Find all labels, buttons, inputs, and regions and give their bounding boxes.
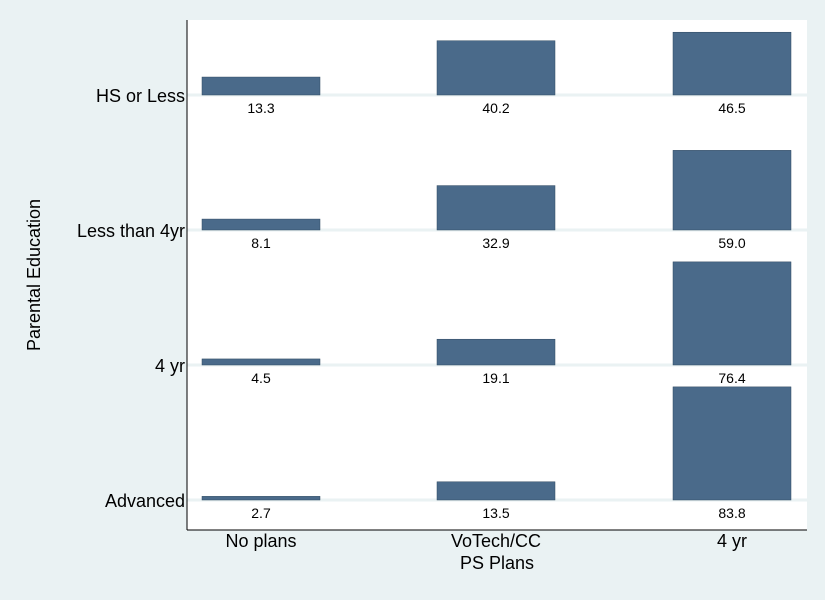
data-label: 13.5	[482, 505, 509, 521]
bar	[672, 261, 792, 366]
data-label: 83.8	[718, 505, 745, 521]
row-label: 4 yr	[155, 356, 185, 376]
bar	[201, 218, 321, 231]
x-tick-labels: No plans VoTech/CC 4 yr	[225, 531, 747, 551]
data-labels: 13.3 40.2 46.5 8.1 32.9 59.0 4.5 19.1 76.4 2.7 13.…	[247, 100, 745, 521]
data-label: 8.1	[251, 235, 271, 251]
data-label: 40.2	[482, 100, 509, 116]
x-tick-label: VoTech/CC	[451, 531, 541, 551]
row-labels: HS or Less Less than 4yr 4 yr Advanced	[77, 86, 185, 511]
bar	[201, 76, 321, 96]
bar	[436, 481, 556, 501]
row-label: HS or Less	[96, 86, 185, 106]
data-label: 32.9	[482, 235, 509, 251]
data-label: 59.0	[718, 235, 745, 251]
data-label: 46.5	[718, 100, 745, 116]
bar	[201, 358, 321, 366]
bar	[201, 496, 321, 501]
data-label: 2.7	[251, 505, 271, 521]
x-axis-title: PS Plans	[460, 553, 534, 573]
row-label: Advanced	[105, 491, 185, 511]
bar	[436, 185, 556, 231]
bar	[672, 31, 792, 96]
row-label: Less than 4yr	[77, 221, 185, 241]
data-label: 4.5	[251, 370, 271, 386]
data-label: 19.1	[482, 370, 509, 386]
x-tick-label: 4 yr	[717, 531, 747, 551]
bar	[672, 150, 792, 231]
x-tick-label: No plans	[225, 531, 296, 551]
bars	[201, 31, 792, 501]
bar	[436, 40, 556, 96]
data-label: 13.3	[247, 100, 274, 116]
data-label: 76.4	[718, 370, 745, 386]
y-axis-title: Parental Education	[24, 199, 44, 351]
bar	[672, 386, 792, 501]
bar	[436, 338, 556, 366]
